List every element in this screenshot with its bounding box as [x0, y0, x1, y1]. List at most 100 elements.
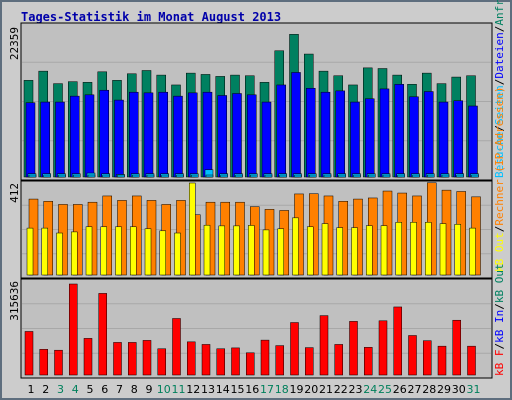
y-max-label-traffic: 315636 [8, 281, 21, 321]
bar-kb-out [321, 223, 329, 276]
bar-kb-f [334, 344, 343, 376]
bar-kb-f [172, 318, 181, 376]
bar-besuche [73, 174, 81, 178]
bar-kb-f [201, 344, 211, 376]
day-label-4: 4 [72, 383, 79, 396]
bar-besuche [102, 174, 110, 178]
bar-kb-f [83, 338, 93, 376]
bar-kb-f [157, 348, 166, 376]
bar-besuche [191, 174, 199, 178]
bar-kb-out [248, 225, 255, 276]
bar-kb-out [262, 229, 270, 276]
day-label-10: 10 [157, 383, 171, 396]
legend-entry: / [493, 79, 506, 86]
day-label-15: 15 [231, 383, 245, 396]
bar-besuche [146, 174, 155, 178]
day-label-22: 22 [334, 383, 348, 396]
bar-kb-out [144, 228, 152, 276]
bar-kb-out [189, 182, 196, 276]
bar-besuche [427, 174, 435, 178]
day-label-13: 13 [201, 383, 215, 396]
bar-dateien [438, 101, 449, 178]
bar-kb-out [351, 227, 358, 276]
y-max-label-hosts: 412 [8, 183, 21, 203]
bar-besuche [338, 174, 346, 178]
bar-kb-out [130, 226, 137, 276]
legend-requests: Besuche/Seiten/Dateien/Anfragen [493, 0, 506, 178]
bar-dateien [365, 98, 375, 178]
legend-entry: Seiten [493, 85, 506, 125]
bar-kb-f [113, 342, 122, 376]
bar-besuche [176, 174, 184, 178]
day-label-24: 24 [363, 383, 377, 396]
bar-kb-out [26, 227, 34, 276]
bar-kb-out [395, 222, 402, 276]
legend-traffic: kB F/kB In/kB Out [493, 263, 506, 376]
bar-kb-f [364, 347, 373, 376]
day-label-7: 7 [116, 383, 123, 396]
y-max-label-requests: 22359 [8, 27, 21, 60]
bar-dateien [84, 94, 95, 178]
bar-dateien [129, 91, 139, 178]
day-label-30: 30 [452, 383, 466, 396]
bar-besuche [28, 174, 37, 178]
bar-kb-out [454, 224, 461, 276]
bar-kb-out [174, 232, 181, 276]
bar-kb-f [275, 345, 284, 376]
bar-kb-f [423, 340, 432, 376]
day-label-29: 29 [437, 383, 451, 396]
bar-besuche [132, 174, 140, 178]
bar-besuche [161, 174, 169, 178]
bar-kb-out [439, 223, 447, 276]
day-label-8: 8 [131, 383, 138, 396]
bar-kb-out [100, 226, 107, 276]
bar-kb-out [336, 227, 343, 276]
bar-kb-out [410, 222, 417, 276]
legend-entry: kB F [493, 350, 506, 377]
day-label-19: 19 [290, 383, 304, 396]
bar-dateien [468, 105, 478, 178]
bar-dateien [188, 92, 198, 178]
bar-dateien [261, 101, 272, 178]
legend-entry: kB In [493, 310, 506, 343]
bar-kb-out [56, 232, 63, 276]
bar-dateien [247, 94, 257, 178]
day-label-3: 3 [57, 383, 64, 396]
day-label-1: 1 [28, 383, 35, 396]
legend-entry: Rechner (IP-Adressen) [493, 87, 506, 226]
bar-kb-f [187, 341, 196, 376]
day-label-14: 14 [216, 383, 230, 396]
bar-kb-out [218, 225, 225, 276]
bar-dateien [99, 89, 109, 178]
bar-dateien [158, 91, 168, 178]
bar-kb-out [366, 225, 373, 276]
bar-besuche [294, 174, 302, 178]
bar-besuche [264, 174, 273, 178]
bar-kb-out [469, 227, 476, 276]
bar-kb-out [41, 227, 48, 276]
bar-kb-f [378, 320, 388, 376]
bar-kb-f [437, 345, 447, 376]
legend-entry: / [493, 226, 506, 233]
bar-dateien [217, 95, 227, 178]
legend-entry: kB Out [493, 263, 506, 303]
bar-besuche [117, 174, 125, 178]
bar-kb-out [425, 222, 432, 276]
bar-besuche [456, 174, 464, 178]
bar-kb-out [307, 226, 314, 276]
legend-entry: / [493, 303, 506, 310]
bar-kb-f [290, 322, 299, 376]
bar-dateien [25, 102, 36, 178]
day-label-6: 6 [101, 383, 108, 396]
bar-kb-f [69, 283, 78, 376]
bar-kb-out [380, 225, 388, 276]
bar-besuche [471, 174, 479, 178]
bar-besuche [412, 174, 420, 178]
bar-kb-f [349, 321, 358, 376]
bar-kb-out [115, 226, 122, 276]
bar-kb-f [231, 347, 240, 376]
bar-dateien [55, 101, 65, 178]
bar-besuche [279, 174, 287, 178]
day-label-20: 20 [304, 383, 318, 396]
